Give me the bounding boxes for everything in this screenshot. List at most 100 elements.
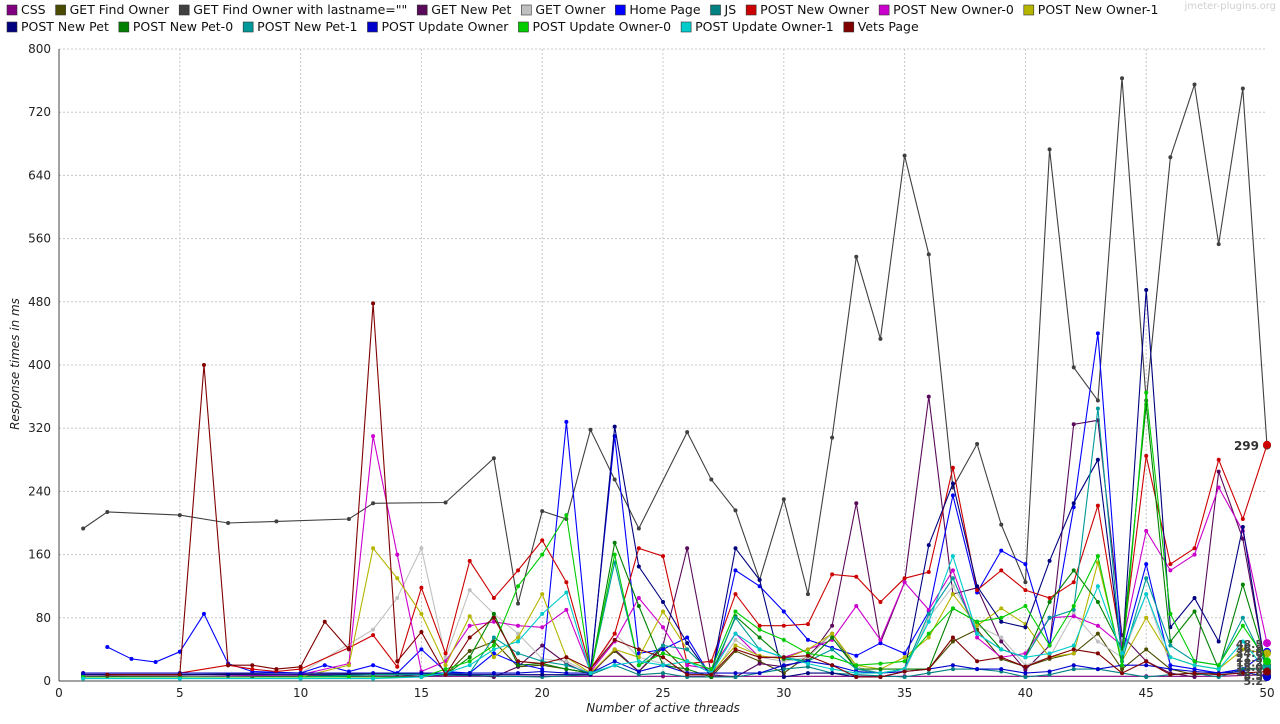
data-point bbox=[564, 663, 569, 668]
legend-item: POST New Owner bbox=[745, 2, 870, 17]
data-point bbox=[419, 647, 424, 652]
data-point bbox=[226, 663, 231, 668]
data-point bbox=[1168, 562, 1173, 567]
data-point bbox=[1047, 655, 1052, 660]
data-point bbox=[661, 643, 665, 648]
legend-label: POST New Pet bbox=[21, 19, 109, 34]
data-point bbox=[419, 630, 424, 635]
data-point bbox=[950, 663, 955, 668]
data-point bbox=[467, 635, 472, 640]
data-point bbox=[781, 655, 786, 660]
right-edge-label: 15.0 bbox=[1236, 661, 1263, 674]
data-point bbox=[1095, 457, 1100, 462]
data-point bbox=[1023, 588, 1028, 593]
data-point bbox=[950, 465, 955, 470]
data-point bbox=[1216, 663, 1221, 668]
data-point bbox=[830, 671, 835, 676]
data-point bbox=[129, 656, 134, 661]
legend-label: POST New Owner bbox=[760, 2, 870, 17]
data-point bbox=[1071, 422, 1076, 427]
x-tick-label: 30 bbox=[776, 686, 791, 700]
data-point bbox=[1192, 596, 1197, 601]
legend-label: Vets Page bbox=[858, 19, 919, 34]
data-point bbox=[419, 611, 424, 616]
data-point bbox=[733, 631, 738, 636]
data-point bbox=[781, 497, 786, 502]
data-point bbox=[564, 671, 569, 676]
data-point bbox=[902, 576, 907, 581]
data-point bbox=[419, 675, 424, 680]
data-point bbox=[491, 615, 496, 620]
data-point bbox=[854, 574, 859, 579]
data-point bbox=[878, 675, 883, 680]
data-point bbox=[491, 456, 496, 461]
legend-item: POST New Owner-0 bbox=[878, 2, 1014, 17]
data-point bbox=[1192, 659, 1197, 664]
data-point bbox=[1071, 603, 1076, 608]
data-point bbox=[1240, 639, 1245, 644]
data-point bbox=[540, 643, 545, 648]
data-point bbox=[588, 671, 593, 676]
data-point bbox=[950, 639, 955, 644]
data-point bbox=[902, 651, 907, 656]
data-point bbox=[1240, 86, 1245, 91]
data-point bbox=[443, 655, 448, 660]
x-tick-label: 40 bbox=[1018, 686, 1033, 700]
data-point bbox=[371, 676, 376, 681]
data-point bbox=[516, 671, 521, 676]
data-point bbox=[661, 671, 665, 676]
data-point bbox=[1023, 562, 1028, 567]
data-point bbox=[1095, 600, 1100, 604]
right-edge-label: 21.3 bbox=[1236, 652, 1263, 665]
legend-item: POST New Pet-1 bbox=[242, 19, 357, 34]
data-point bbox=[1168, 155, 1173, 160]
data-point bbox=[636, 672, 641, 677]
data-point bbox=[177, 649, 182, 654]
data-point bbox=[371, 663, 376, 668]
legend-label: GET New Pet bbox=[431, 2, 511, 17]
data-point bbox=[516, 568, 521, 573]
data-point bbox=[516, 659, 521, 664]
data-point bbox=[926, 394, 931, 399]
legend-item: POST New Pet-0 bbox=[118, 19, 233, 34]
data-point bbox=[1168, 672, 1173, 677]
right-edge-label: 5.2 bbox=[1244, 675, 1264, 688]
series-end-marker bbox=[1263, 440, 1271, 449]
data-point bbox=[999, 635, 1004, 640]
data-point bbox=[540, 552, 545, 557]
data-point bbox=[516, 623, 521, 628]
data-point bbox=[1071, 643, 1076, 648]
data-point bbox=[612, 477, 617, 482]
data-point bbox=[1047, 558, 1052, 563]
data-point bbox=[395, 659, 400, 664]
data-point bbox=[1168, 568, 1173, 573]
data-point bbox=[491, 611, 496, 616]
data-point bbox=[830, 435, 835, 440]
legend-swatch bbox=[615, 4, 626, 16]
data-point bbox=[1168, 667, 1173, 672]
data-point bbox=[926, 667, 931, 672]
data-point bbox=[1071, 651, 1076, 656]
data-point bbox=[685, 647, 690, 652]
legend-swatch bbox=[518, 21, 529, 33]
legend-item: POST Update Owner bbox=[367, 19, 509, 34]
right-edge-label: 48.5 bbox=[1236, 638, 1263, 651]
data-point bbox=[950, 635, 955, 640]
data-point bbox=[781, 675, 786, 680]
plot-area: 0 80 160 240 320 400 480 560 640 720 800 0 5 10 15 20 25… bbox=[28, 42, 1275, 700]
data-point bbox=[1095, 554, 1100, 559]
data-point bbox=[709, 659, 714, 664]
series-end-marker bbox=[1263, 667, 1271, 676]
data-point bbox=[781, 637, 786, 642]
legend-swatch bbox=[178, 4, 190, 16]
data-point bbox=[588, 427, 593, 432]
data-point bbox=[1240, 647, 1245, 652]
data-point bbox=[1240, 671, 1245, 676]
legend-swatch bbox=[521, 4, 532, 16]
y-tick-label: 480 bbox=[28, 295, 51, 309]
data-point bbox=[1240, 623, 1245, 628]
data-point bbox=[1120, 76, 1125, 81]
data-point bbox=[371, 627, 376, 632]
data-point bbox=[1192, 663, 1197, 668]
data-point bbox=[1047, 147, 1052, 152]
